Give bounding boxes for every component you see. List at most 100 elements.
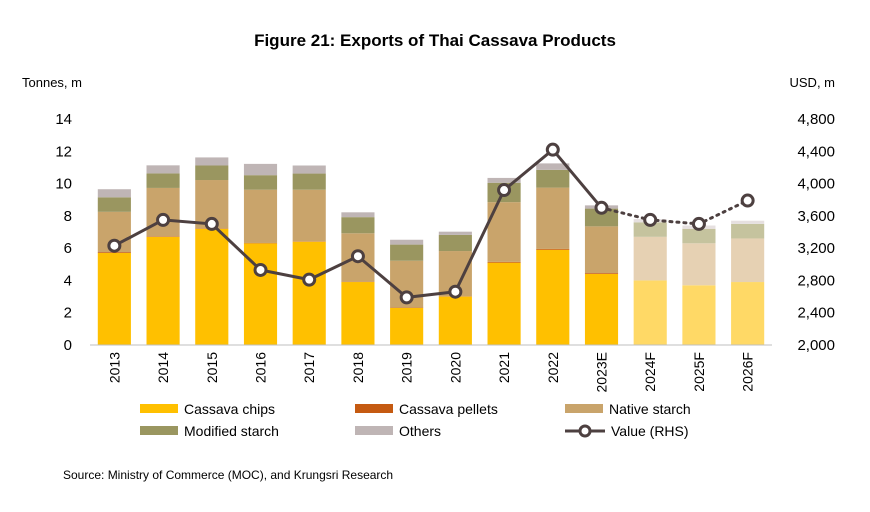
legend-swatch bbox=[140, 404, 178, 413]
legend-label: Cassava chips bbox=[184, 401, 275, 417]
bar-segment bbox=[536, 187, 570, 249]
y2-tick-label: 3,200 bbox=[797, 240, 835, 257]
value-point bbox=[545, 142, 560, 157]
bar-segment bbox=[243, 175, 278, 190]
x-tick-label: 2015 bbox=[204, 352, 220, 383]
x-tick-label: 2021 bbox=[496, 352, 512, 383]
bar-segment bbox=[146, 236, 180, 345]
legend-swatch-marker bbox=[578, 424, 592, 438]
bar-segment bbox=[584, 273, 619, 274]
right-axis-ticks: 2,000 2,400 2,800 3,200 3,600 4,000 4,400 4,800 bbox=[797, 111, 835, 354]
bar-segment bbox=[487, 262, 521, 345]
legend-swatch bbox=[355, 426, 393, 435]
bar-segment bbox=[682, 243, 716, 286]
legend-swatch bbox=[140, 426, 178, 435]
bar-segment bbox=[292, 189, 326, 242]
value-point bbox=[740, 193, 755, 208]
legend-swatch bbox=[565, 404, 603, 413]
bar-segment bbox=[536, 248, 570, 250]
x-tick-label: 2024F bbox=[642, 352, 658, 392]
x-tick-label: 2014 bbox=[155, 352, 171, 383]
left-axis-unit: Tonnes, m bbox=[22, 75, 82, 90]
value-point bbox=[204, 216, 219, 231]
bar-segment bbox=[195, 157, 229, 166]
bar-segment bbox=[731, 238, 765, 283]
y2-tick-label: 3,600 bbox=[797, 208, 835, 225]
x-tick-label: 2025F bbox=[691, 352, 707, 392]
value-point bbox=[448, 284, 463, 299]
value-point bbox=[691, 216, 706, 231]
bar-segment bbox=[633, 222, 667, 237]
legend-label: Value (RHS) bbox=[611, 423, 689, 439]
y-tick-label: 4 bbox=[64, 272, 72, 289]
bar-segment bbox=[633, 280, 667, 345]
bar-segment bbox=[97, 189, 131, 198]
x-tick-label: 2026F bbox=[740, 352, 756, 392]
x-tick-label: 2018 bbox=[350, 352, 366, 383]
bar-segment bbox=[390, 239, 424, 245]
bar-segment bbox=[292, 173, 326, 190]
legend-label: Native starch bbox=[609, 401, 691, 417]
legend-swatch bbox=[355, 404, 393, 413]
bar-segment bbox=[438, 231, 472, 235]
bar-segment bbox=[731, 223, 765, 239]
value-point bbox=[253, 262, 268, 277]
bar-layer bbox=[97, 157, 765, 345]
bar-segment bbox=[292, 241, 326, 345]
source-note: Source: Ministry of Commerce (MOC), and … bbox=[63, 468, 393, 482]
bar-segment bbox=[146, 173, 180, 188]
x-tick-label: 2022 bbox=[545, 352, 561, 383]
value-line-forecast bbox=[600, 199, 750, 226]
bar-segment bbox=[97, 197, 131, 212]
legend-label: Cassava pellets bbox=[399, 401, 498, 417]
value-point bbox=[156, 212, 171, 227]
value-point bbox=[497, 183, 512, 198]
left-axis-ticks: 0 2 4 6 8 10 12 14 bbox=[55, 111, 72, 354]
x-tick-label: 2023E bbox=[594, 352, 610, 392]
bar-segment bbox=[536, 249, 570, 345]
bar-segment bbox=[195, 165, 229, 181]
bar-segment bbox=[243, 163, 278, 176]
value-line-layer bbox=[107, 142, 755, 305]
bar-segment bbox=[341, 212, 375, 218]
y2-tick-label: 2,800 bbox=[797, 272, 835, 289]
bar-segment bbox=[731, 220, 765, 224]
y2-tick-label: 2,400 bbox=[797, 305, 835, 322]
chart-title: Figure 21: Exports of Thai Cassava Produ… bbox=[254, 31, 616, 50]
y-tick-label: 6 bbox=[64, 240, 72, 257]
x-tick-label: 2017 bbox=[301, 352, 317, 383]
x-axis-ticks: 2013 2014 2015 2016 2017 2018 2019 2020 2021 2022… bbox=[106, 352, 755, 393]
y2-tick-label: 2,000 bbox=[797, 337, 835, 354]
y-tick-label: 12 bbox=[55, 143, 72, 160]
y-tick-label: 0 bbox=[64, 337, 72, 354]
bar-segment bbox=[341, 217, 375, 234]
y2-tick-label: 4,800 bbox=[797, 111, 835, 128]
bar-segment bbox=[731, 282, 765, 345]
bar-segment bbox=[243, 189, 278, 243]
bar-segment bbox=[146, 165, 180, 174]
bar-segment bbox=[682, 228, 716, 244]
bar-segment bbox=[584, 226, 619, 274]
bar-segment bbox=[584, 208, 619, 227]
y2-tick-label: 4,400 bbox=[797, 143, 835, 160]
bar-segment bbox=[682, 285, 716, 345]
value-point bbox=[107, 238, 122, 253]
x-tick-label: 2020 bbox=[447, 352, 463, 383]
bar-segment bbox=[438, 296, 472, 345]
legend-label: Modified starch bbox=[184, 423, 279, 439]
x-tick-label: 2019 bbox=[399, 352, 415, 383]
y-tick-label: 8 bbox=[64, 208, 72, 225]
bar-segment bbox=[97, 252, 131, 345]
value-point bbox=[302, 272, 317, 287]
x-tick-label: 2016 bbox=[253, 352, 269, 383]
bar-segment bbox=[292, 165, 326, 174]
value-point bbox=[399, 290, 414, 305]
legend-label: Others bbox=[399, 423, 441, 439]
bar-segment bbox=[487, 261, 521, 263]
x-tick-label: 2013 bbox=[106, 352, 122, 383]
y2-tick-label: 4,000 bbox=[797, 176, 835, 193]
y-tick-label: 2 bbox=[64, 305, 72, 322]
bar-segment bbox=[390, 244, 424, 261]
value-point bbox=[594, 200, 609, 215]
